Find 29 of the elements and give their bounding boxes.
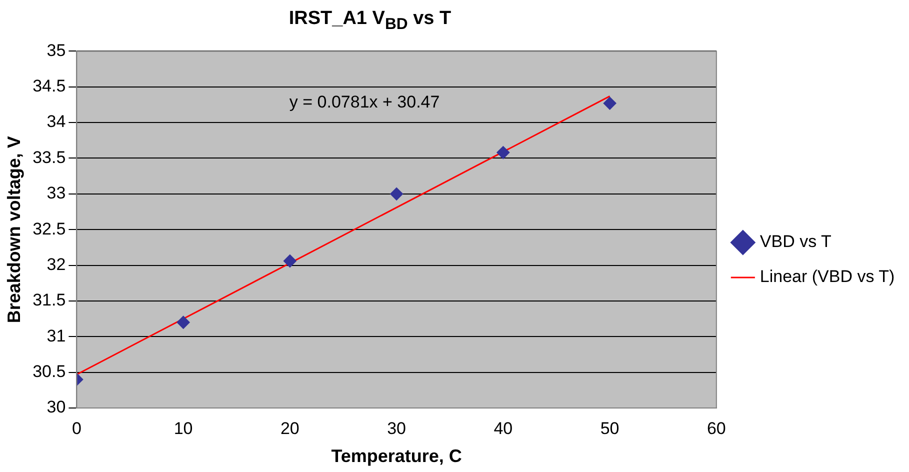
point	[390, 187, 404, 200]
x-tick-label: 10	[174, 418, 193, 438]
point	[603, 96, 616, 110]
point	[176, 316, 190, 329]
y-tick-label: 34.5	[32, 76, 66, 96]
x-tick-label: 0	[72, 418, 82, 438]
y-tick-label: 34	[46, 112, 66, 132]
y-tick-label: 33.5	[32, 148, 66, 167]
y-tick-label: 32	[46, 254, 66, 274]
y-axis-title: Breakdown voltage, V	[4, 136, 24, 324]
x-tick-label: 20	[280, 418, 300, 438]
y-tick-label: 31	[46, 326, 66, 346]
y-tick-label: 33	[46, 184, 66, 203]
y-tick-label: 32.5	[32, 219, 66, 238]
y-tick-label: 35	[46, 40, 66, 60]
y-tick-label: 31.5	[32, 290, 66, 310]
legend-label: VBD vs T	[760, 232, 832, 252]
y-tick-label: 30.5	[32, 362, 66, 382]
x-tick-label: 50	[600, 418, 620, 438]
x-tick-label: 30	[387, 418, 406, 438]
point	[496, 146, 510, 160]
x-tick-label: 60	[706, 418, 726, 438]
point	[283, 254, 296, 268]
y-tick-label: 30	[46, 398, 66, 417]
annotation: y = 0.0781x + 30.47	[289, 92, 440, 112]
x-tick-label: 40	[494, 418, 513, 438]
x-axis-title: Temperature, C	[331, 446, 462, 466]
chart-title: IRST_A1 V$_{BD}$ vs T	[288, 8, 452, 34]
legend-label: Linear (VBD vs T)	[760, 267, 895, 286]
